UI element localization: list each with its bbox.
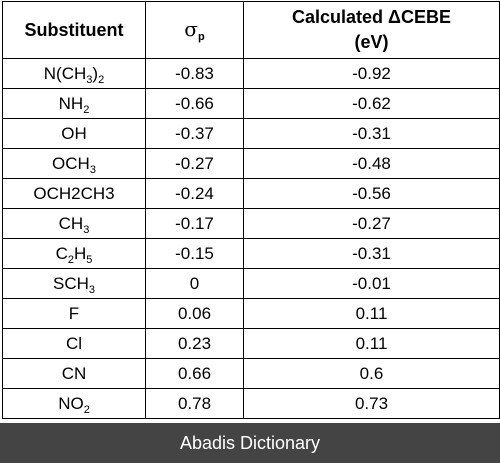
- substituent-text: CH: [58, 213, 84, 233]
- cell-delta-cebe: 0.73: [243, 388, 500, 419]
- cell-delta-cebe: -0.31: [243, 118, 500, 149]
- cell-delta-cebe: -0.01: [243, 268, 500, 299]
- cell-sigma-p: -0.24: [145, 178, 244, 209]
- table-row: Cl 0.23 0.11: [2, 328, 500, 359]
- cell-substituent: F: [2, 298, 146, 329]
- substituent-text: C: [55, 243, 68, 263]
- cell-substituent: NO2: [2, 388, 146, 419]
- table-row: F 0.06 0.11: [2, 298, 500, 329]
- table-row: NH2 -0.66 -0.62: [2, 88, 500, 119]
- cell-substituent: OCH2CH3: [2, 178, 146, 209]
- table-row: NO2 0.78 0.73: [2, 388, 500, 419]
- cell-delta-cebe: 0.11: [243, 298, 500, 329]
- substituent-subscript: 5: [86, 253, 93, 266]
- header-sigma-p: σp: [145, 1, 244, 59]
- substituent-text: NH: [58, 93, 84, 113]
- table-row: OH -0.37 -0.31: [2, 118, 500, 149]
- substituent-text: H: [74, 243, 87, 263]
- table-row: C2H5 -0.15 -0.31: [2, 238, 500, 269]
- cell-sigma-p: -0.37: [145, 118, 244, 149]
- cell-substituent: C2H5: [2, 238, 146, 269]
- table-header-row: Substituent σp Calculated ΔCEBE (eV): [2, 1, 500, 59]
- substituent-subscript: 3: [86, 73, 93, 86]
- header-substituent: Substituent: [2, 1, 146, 59]
- substituent-text: F: [68, 303, 80, 323]
- header-cebe-prefix: Calculated: [292, 7, 389, 27]
- table-row: CH3 -0.17 -0.27: [2, 208, 500, 239]
- cell-delta-cebe: -0.31: [243, 238, 500, 269]
- table-row: OCH2CH3 -0.24 -0.56: [2, 178, 500, 209]
- substituent-text: CN: [61, 363, 87, 383]
- table-row: SCH3 0 -0.01: [2, 268, 500, 299]
- substituent-subscript: 2: [98, 73, 105, 86]
- cell-sigma-p: -0.66: [145, 88, 244, 119]
- cell-sigma-p: 0.06: [145, 298, 244, 329]
- footer-text: Abadis Dictionary: [179, 433, 321, 453]
- table-row: CN 0.66 0.6: [2, 358, 500, 389]
- cell-delta-cebe: 0.11: [243, 328, 500, 359]
- substituent-text: OCH: [52, 153, 90, 173]
- header-cebe-delta: ΔCEBE: [388, 7, 451, 27]
- table-row: N(CH3)2 -0.83 -0.92: [2, 58, 500, 89]
- cell-delta-cebe: -0.56: [243, 178, 500, 209]
- cell-sigma-p: -0.83: [145, 58, 244, 89]
- substituent-subscript: 3: [88, 283, 96, 296]
- cell-substituent: OH: [2, 118, 146, 149]
- substituent-table: Substituent σp Calculated ΔCEBE (eV) N(C…: [2, 1, 500, 419]
- cell-sigma-p: 0: [145, 268, 244, 299]
- cell-delta-cebe: -0.48: [243, 148, 500, 179]
- substituent-subscript: 3: [89, 163, 96, 176]
- cell-sigma-p: -0.15: [145, 238, 244, 269]
- cell-delta-cebe: -0.92: [243, 58, 500, 89]
- substituent-text: SCH: [52, 273, 89, 293]
- cell-substituent: NH2: [2, 88, 146, 119]
- header-cebe-unit: (eV): [354, 32, 389, 52]
- substituent-subscript: 3: [83, 223, 90, 236]
- sigma-symbol: σ: [184, 17, 198, 41]
- cell-delta-cebe: -0.62: [243, 88, 500, 119]
- sigma-subscript: p: [197, 31, 205, 43]
- substituent-text: N(CH: [43, 63, 87, 83]
- substituent-subscript: 2: [67, 253, 74, 266]
- header-calculated-delta-cebe: Calculated ΔCEBE (eV): [243, 1, 500, 59]
- substituent-subscript: 2: [83, 103, 90, 116]
- cell-substituent: CH3: [2, 208, 146, 239]
- cell-sigma-p: 0.78: [145, 388, 244, 419]
- substituent-text: OH: [61, 123, 87, 143]
- cell-substituent: SCH3: [2, 268, 146, 299]
- cell-sigma-p: -0.17: [145, 208, 244, 239]
- substituent-text: Cl: [65, 333, 83, 353]
- cell-delta-cebe: -0.27: [243, 208, 500, 239]
- substituent-text: NO: [58, 393, 84, 413]
- table-row: OCH3 -0.27 -0.48: [2, 148, 500, 179]
- cell-substituent: N(CH3)2: [2, 58, 146, 89]
- substituent-text: ): [92, 63, 99, 83]
- cell-sigma-p: 0.66: [145, 358, 244, 389]
- cell-sigma-p: 0.23: [145, 328, 244, 359]
- cell-delta-cebe: 0.6: [243, 358, 500, 389]
- cell-sigma-p: -0.27: [145, 148, 244, 179]
- footer-banner: Abadis Dictionary: [0, 423, 500, 463]
- cell-substituent: OCH3: [2, 148, 146, 179]
- table-body: N(CH3)2 -0.83 -0.92 NH2 -0.66 -0.62 OH -0.37 -0.…: [2, 58, 500, 419]
- cell-substituent: CN: [2, 358, 146, 389]
- substituent-subscript: 2: [83, 403, 90, 416]
- substituent-text: OCH2CH3: [33, 183, 115, 203]
- cell-substituent: Cl: [2, 328, 146, 359]
